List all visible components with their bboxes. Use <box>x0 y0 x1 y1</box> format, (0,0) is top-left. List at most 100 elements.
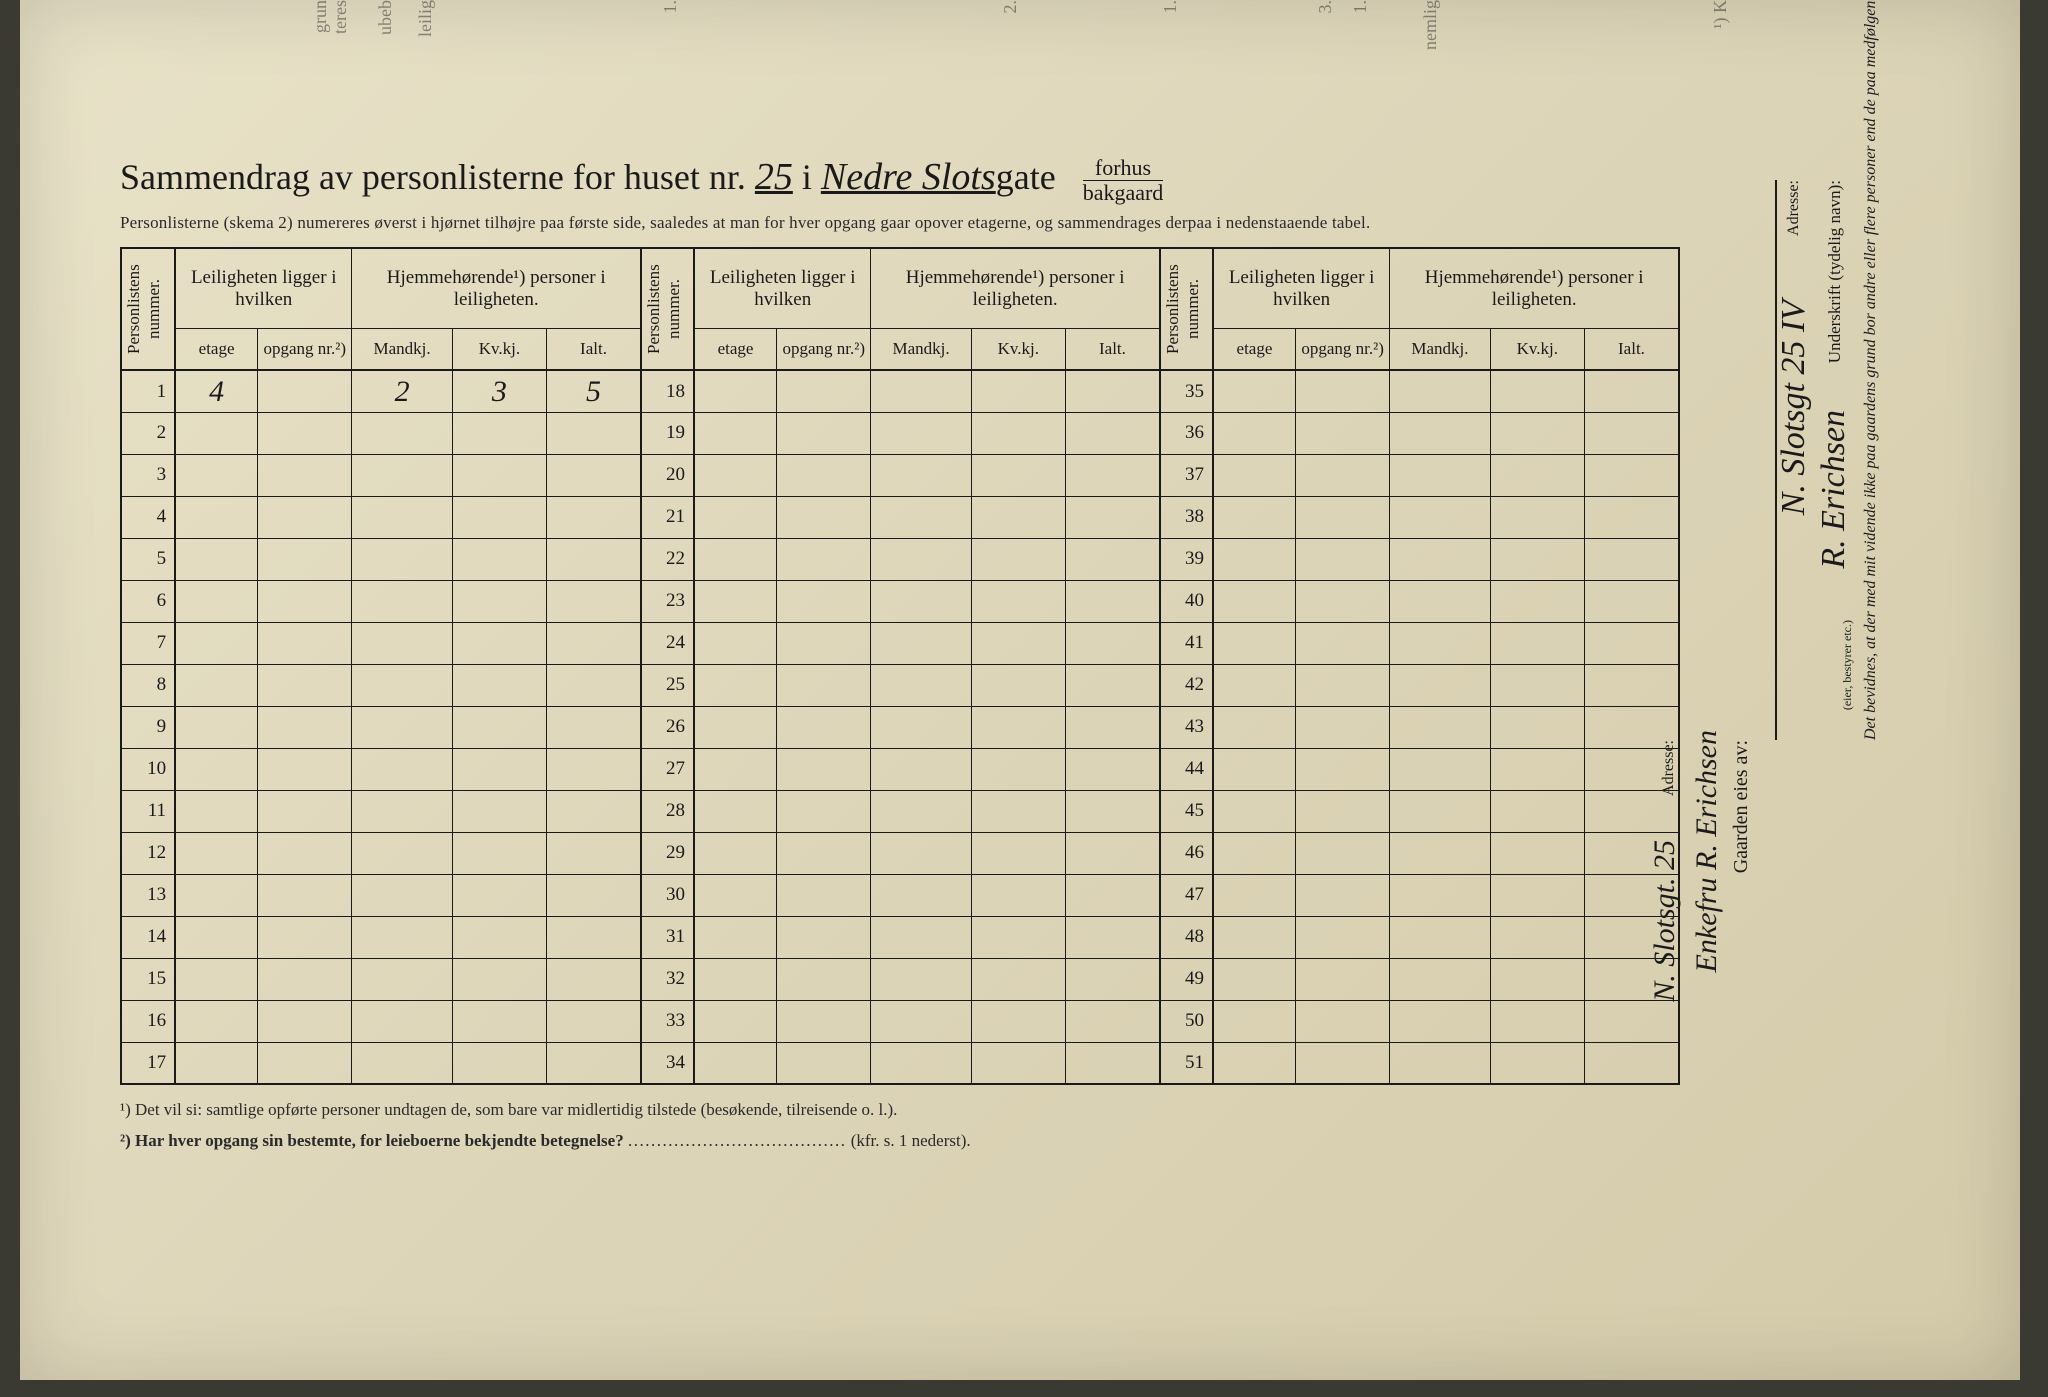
cell-empty <box>175 412 258 454</box>
row-number: 1 <box>122 370 175 412</box>
cell-empty <box>452 1000 546 1042</box>
cell-empty <box>971 832 1065 874</box>
cell-empty <box>1213 1000 1296 1042</box>
cell-empty <box>1295 832 1389 874</box>
cell-empty <box>1295 538 1389 580</box>
cell-empty <box>971 748 1065 790</box>
cell-kvkj: 3 <box>452 370 546 412</box>
table-row: 153249 <box>122 958 1679 1000</box>
table-row: 163350 <box>122 1000 1679 1042</box>
cell-empty <box>971 496 1065 538</box>
row-number: 47 <box>1160 874 1213 916</box>
peek-text: ubeb <box>375 0 396 35</box>
cell-empty <box>1213 958 1296 1000</box>
cell-empty <box>777 748 871 790</box>
row-number: 26 <box>641 706 694 748</box>
cell-empty <box>452 412 546 454</box>
cell-empty <box>1295 1000 1389 1042</box>
col-etage: etage <box>1213 329 1296 371</box>
cell-empty <box>352 454 452 496</box>
row-number: 34 <box>641 1042 694 1084</box>
cell-empty <box>547 916 641 958</box>
cell-empty <box>871 622 971 664</box>
table-row: 52239 <box>122 538 1679 580</box>
owner-label: Gaarden eies av: <box>1730 740 1753 873</box>
cell-empty <box>258 412 352 454</box>
cell-empty <box>547 412 641 454</box>
summary-table-wrap: Personlistens nummer.Leiligheten ligger … <box>120 247 1680 1085</box>
cell-empty <box>1066 958 1160 1000</box>
cell-empty <box>777 538 871 580</box>
cell-empty <box>971 916 1065 958</box>
cell-empty <box>971 454 1065 496</box>
table-row: 102744 <box>122 748 1679 790</box>
street-suffix: gate <box>996 157 1056 197</box>
cell-empty <box>452 622 546 664</box>
cell-empty <box>352 664 452 706</box>
cell-empty <box>547 664 641 706</box>
cell-empty <box>694 412 777 454</box>
cell-empty <box>1490 832 1584 874</box>
cell-empty <box>777 874 871 916</box>
cell-empty <box>258 874 352 916</box>
row-number: 45 <box>1160 790 1213 832</box>
cell-empty <box>1066 748 1160 790</box>
row-number: 8 <box>122 664 175 706</box>
cell-empty <box>1490 454 1584 496</box>
row-number: 2 <box>122 412 175 454</box>
peek-text: ¹) K <box>1710 0 1731 29</box>
cell-empty <box>352 1042 452 1084</box>
cell-empty <box>871 958 971 1000</box>
cell-empty <box>1213 454 1296 496</box>
cell-empty <box>1295 412 1389 454</box>
cell-empty <box>971 874 1065 916</box>
row-number: 5 <box>122 538 175 580</box>
col-mandkj: Mandkj. <box>352 329 452 371</box>
cell-empty <box>175 454 258 496</box>
cell-empty <box>1490 706 1584 748</box>
cell-empty <box>1295 748 1389 790</box>
cell-empty <box>777 496 871 538</box>
cell-empty <box>175 790 258 832</box>
row-number: 13 <box>122 874 175 916</box>
cell-empty <box>1490 790 1584 832</box>
col-mandkj: Mandkj. <box>1390 329 1490 371</box>
row-number: 4 <box>122 496 175 538</box>
cell-empty <box>1295 1042 1389 1084</box>
cell-empty <box>547 496 641 538</box>
table-row: 133047 <box>122 874 1679 916</box>
cell-empty <box>352 832 452 874</box>
peek-text: 3. <box>1315 0 1336 14</box>
cell-empty <box>1490 1000 1584 1042</box>
cell-empty <box>871 706 971 748</box>
row-number: 14 <box>122 916 175 958</box>
row-number: 29 <box>641 832 694 874</box>
cell-empty <box>547 1042 641 1084</box>
cell-empty <box>1066 916 1160 958</box>
cell-empty <box>971 370 1065 412</box>
col-etage: etage <box>175 329 258 371</box>
cell-empty <box>352 412 452 454</box>
title-prefix: Sammendrag av personlisterne for huset n… <box>120 157 746 197</box>
cell-empty <box>175 706 258 748</box>
address-label: Adresse: <box>1785 180 1803 236</box>
row-number: 18 <box>641 370 694 412</box>
row-number: 16 <box>122 1000 175 1042</box>
cell-empty <box>694 790 777 832</box>
row-number: 48 <box>1160 916 1213 958</box>
cell-empty <box>1066 874 1160 916</box>
row-number: 12 <box>122 832 175 874</box>
cell-empty <box>971 412 1065 454</box>
cell-empty <box>1066 790 1160 832</box>
col-opgang: opgang nr.²) <box>777 329 871 371</box>
cell-empty <box>547 580 641 622</box>
cell-empty <box>777 370 871 412</box>
cell-empty <box>871 832 971 874</box>
form-title: Sammendrag av personlisterne for huset n… <box>120 155 1680 205</box>
table-row: 32037 <box>122 454 1679 496</box>
signature-handwritten: R. Erichsen <box>1815 410 1853 569</box>
cell-empty <box>1490 1042 1584 1084</box>
cell-empty <box>258 622 352 664</box>
cell-empty <box>547 454 641 496</box>
cell-empty <box>694 706 777 748</box>
